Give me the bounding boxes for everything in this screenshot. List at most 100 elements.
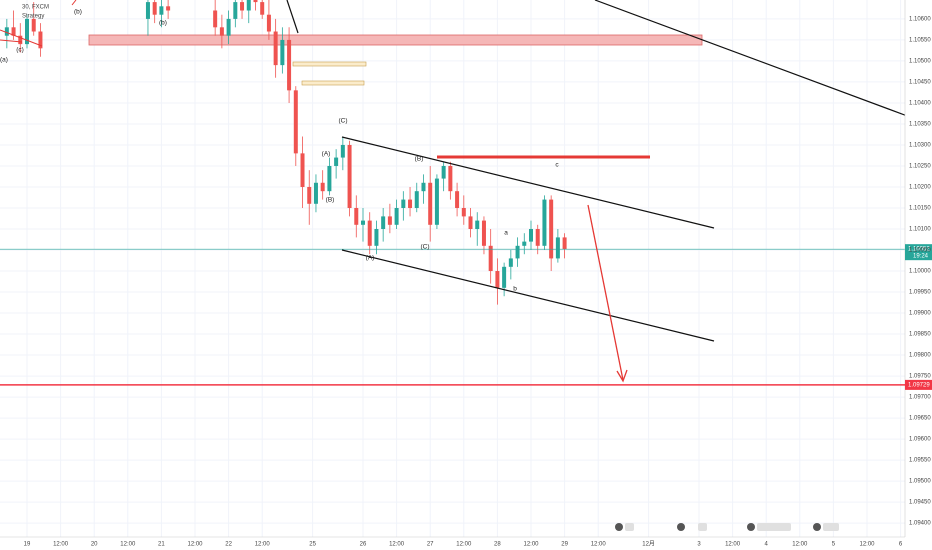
- wave-label: (c): [16, 47, 24, 54]
- red-lines: [0, 0, 650, 383]
- wave-label: (b): [159, 20, 167, 27]
- y-tick-label: 1.09700: [909, 395, 931, 401]
- trend-line: [341, 136, 715, 229]
- candle-body: [394, 207, 399, 225]
- candle-body: [280, 39, 285, 66]
- candle-body: [441, 165, 446, 179]
- event-icons: [615, 523, 839, 531]
- candle-body: [428, 182, 433, 225]
- wave-label: c: [555, 162, 559, 169]
- arrow-head: [616, 369, 628, 383]
- candle-body: [226, 18, 231, 36]
- candle-body: [468, 216, 473, 230]
- candle-body: [213, 10, 218, 28]
- y-tick-label: 1.09550: [909, 458, 931, 464]
- y-tick-label: 1.10550: [909, 37, 931, 43]
- candle-body: [381, 216, 386, 230]
- y-tick-label: 1.09850: [909, 332, 931, 338]
- candle-body: [11, 27, 16, 36]
- x-tick-label: 3: [697, 542, 701, 548]
- y-tick-label: 1.10000: [909, 269, 931, 275]
- candle-body: [555, 237, 560, 259]
- arrow: [587, 204, 624, 381]
- zone-box: [292, 61, 367, 67]
- y-tick-label: 1.10100: [909, 227, 931, 233]
- x-tick-label: 12:00: [792, 542, 808, 548]
- candle-body: [475, 220, 480, 230]
- candle-body: [25, 18, 29, 45]
- y-tick-label: 1.09650: [909, 416, 931, 422]
- y-tick-label: 1.10200: [909, 185, 931, 191]
- candle-body: [481, 220, 486, 246]
- candle-body: [159, 6, 164, 15]
- candle-body: [387, 216, 392, 225]
- candle-body: [455, 191, 460, 208]
- x-tick-label: 21: [158, 542, 165, 548]
- event-icon: [615, 523, 623, 531]
- y-tick-label: 1.09600: [909, 437, 931, 443]
- candle-body: [307, 186, 312, 204]
- last-price-tag: [905, 244, 932, 261]
- grid: [0, 0, 905, 537]
- x-tick-label: 6: [899, 542, 903, 548]
- candle-body: [488, 245, 493, 272]
- y-tick-label: 1.10050: [909, 248, 931, 254]
- candle-body: [327, 165, 332, 192]
- candle-body: [300, 153, 305, 187]
- supply-zone: [88, 34, 703, 46]
- candle-body: [18, 35, 23, 45]
- candles: [0, 0, 905, 305]
- y-tick-label: 1.09950: [909, 290, 931, 296]
- x-tick-label: 28: [494, 542, 501, 548]
- candle-body: [38, 31, 43, 49]
- candle-body: [266, 14, 271, 32]
- y-tick-label: 1.10400: [909, 101, 931, 107]
- x-tick-label: 12:00: [859, 542, 875, 548]
- wave-label: (A): [322, 151, 331, 158]
- y-tick-label: 1.10300: [909, 143, 931, 149]
- x-tick-label: 19: [24, 542, 31, 548]
- candle-body: [313, 182, 318, 204]
- wave-label: b: [513, 286, 517, 293]
- wave-label: (b): [74, 9, 82, 16]
- candle-body: [367, 220, 372, 246]
- trend-lines: [286, 0, 911, 342]
- candle-body: [354, 207, 359, 225]
- trend-line: [286, 0, 299, 34]
- event-icon: [698, 523, 707, 531]
- candle-body: [152, 2, 157, 15]
- wave-label: (A): [366, 255, 375, 262]
- candle-body: [502, 266, 507, 288]
- x-tick-label: 27: [427, 542, 434, 548]
- candle-body: [233, 2, 238, 19]
- x-tick-label: 12:00: [389, 542, 405, 548]
- last-price-label: 1.10052: [908, 247, 930, 253]
- y-tick-label: 1.10250: [909, 164, 931, 170]
- candle-body: [508, 258, 513, 267]
- candle-body: [293, 90, 298, 154]
- event-icon: [677, 523, 685, 531]
- price-axis: [905, 0, 932, 550]
- event-icon: [747, 523, 755, 531]
- hline-tag: [905, 379, 932, 390]
- candle-body: [340, 144, 345, 158]
- trend-line: [71, 0, 77, 6]
- x-tick-label: 20: [91, 542, 98, 548]
- candle-body: [347, 144, 352, 208]
- y-tick-label: 1.10450: [909, 80, 931, 86]
- x-tick-label: 5: [832, 542, 836, 548]
- candle-body: [240, 2, 245, 11]
- x-tick-label: 12:00: [591, 542, 607, 548]
- candle-body: [408, 199, 413, 208]
- candle-body: [273, 31, 278, 66]
- y-tick-label: 1.09750: [909, 374, 931, 380]
- event-icon: [823, 523, 839, 531]
- x-tick-label: 4: [765, 542, 769, 548]
- candle-body: [145, 2, 150, 19]
- candle-body: [361, 220, 365, 225]
- candle-body: [246, 0, 251, 11]
- candle-body: [4, 27, 9, 36]
- wave-label: (B): [415, 156, 424, 163]
- candle-body: [374, 229, 379, 246]
- time-axis: [0, 537, 905, 550]
